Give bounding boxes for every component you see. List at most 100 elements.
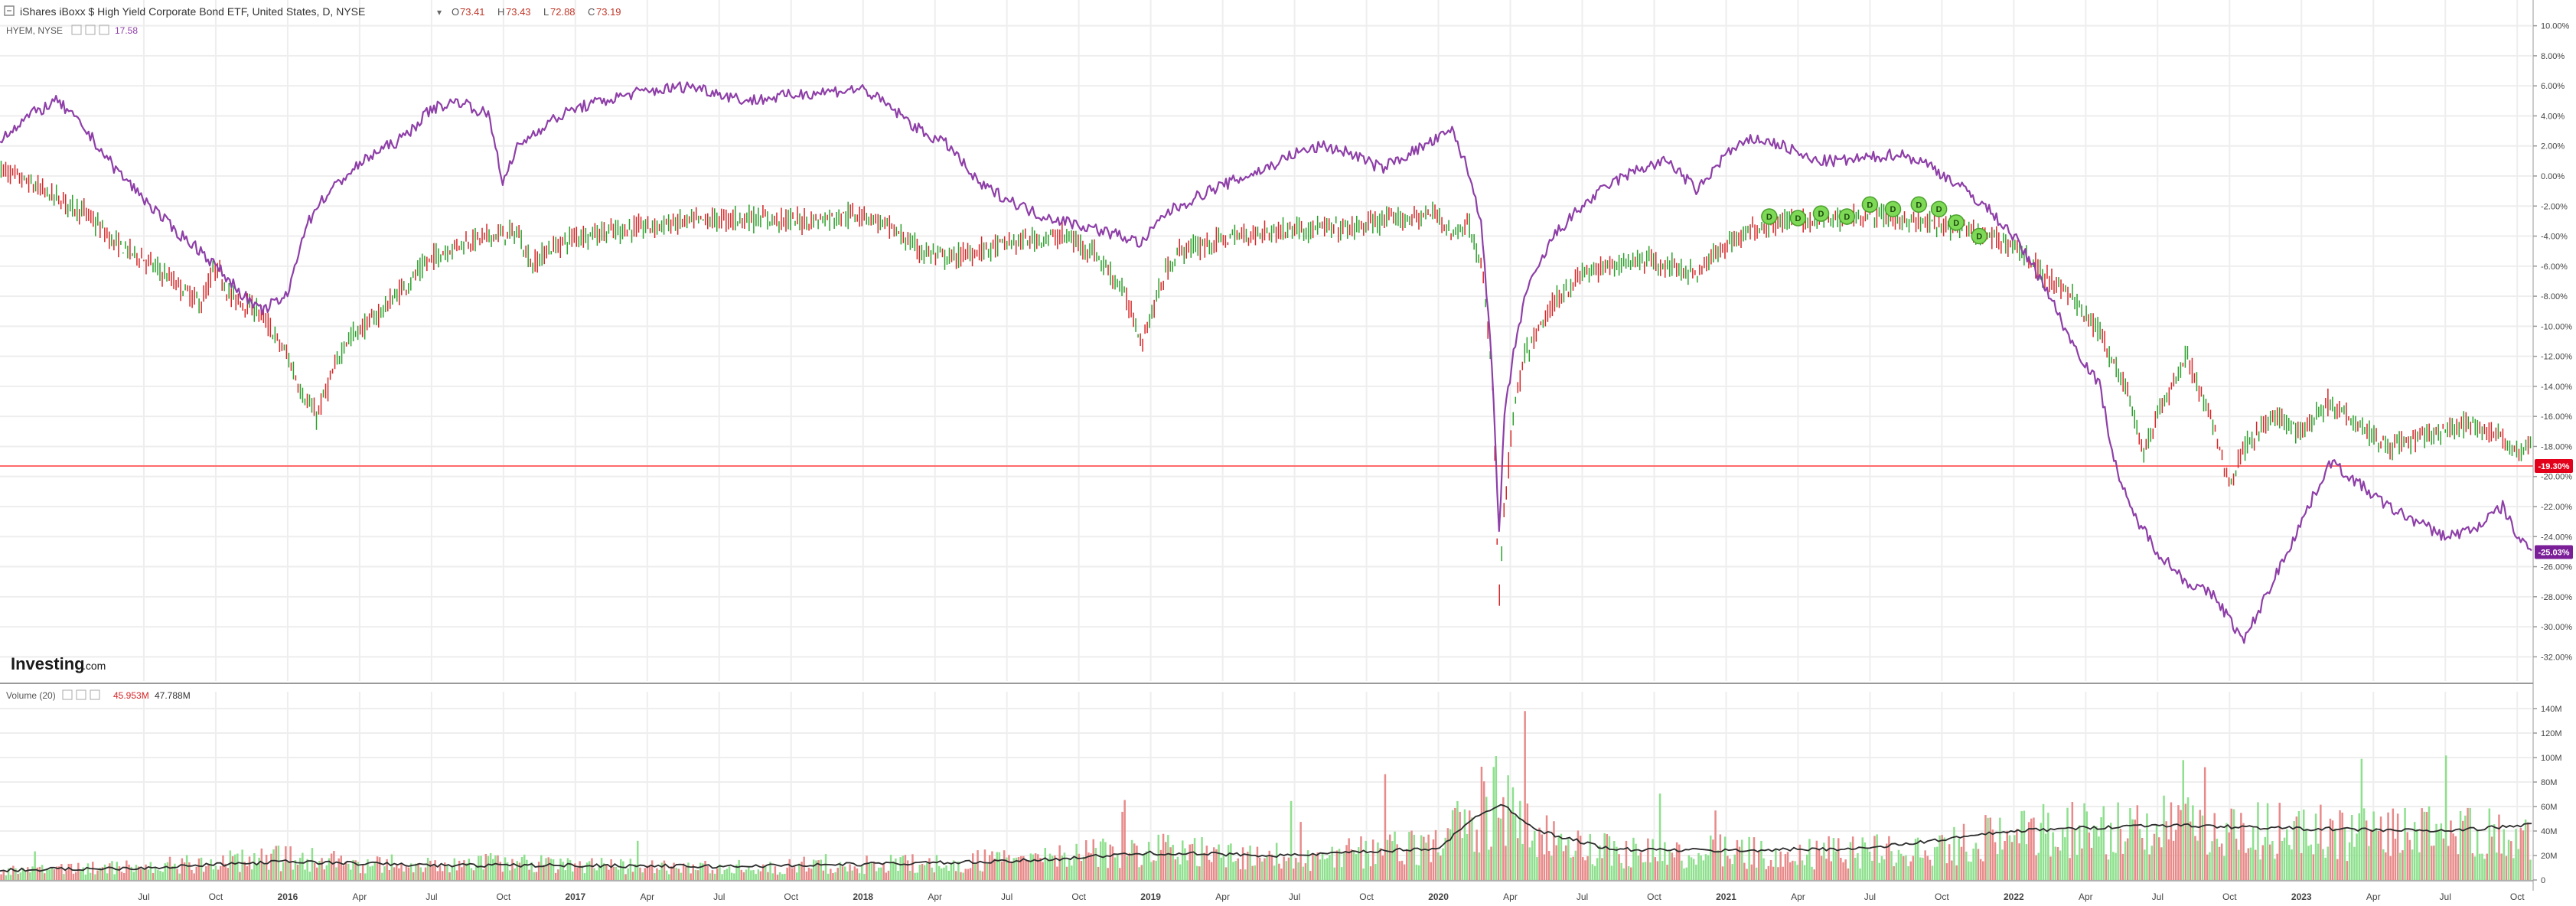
volume-bar: [2281, 841, 2284, 880]
volume-bar: [1519, 800, 1521, 880]
volume-bar: [2368, 846, 2370, 880]
volume-bar: [308, 872, 311, 880]
volume-bar: [1140, 865, 1143, 880]
volume-bar: [687, 862, 690, 880]
volume-bar: [231, 856, 234, 880]
volume-bar: [55, 866, 58, 880]
volume-bar: [1391, 841, 1394, 880]
volume-bar: [591, 858, 593, 880]
compare-value: 17.58: [115, 25, 138, 36]
time-axis-tick-label: Apr: [640, 891, 654, 902]
eye-icon[interactable]: [71, 24, 82, 35]
volume-bar: [84, 874, 87, 880]
minus-box-icon[interactable]: [4, 5, 15, 16]
volume-bar: [627, 868, 629, 880]
volume-bar: [2360, 758, 2363, 880]
volume-bar: [1488, 849, 1490, 880]
volume-bar: [2303, 809, 2305, 880]
volume-bar: [1531, 840, 1534, 880]
volume-bar: [699, 862, 702, 880]
volume-bar: [1312, 853, 1314, 880]
volume-bar: [1955, 865, 1958, 880]
volume-bar: [2240, 813, 2242, 880]
volume-bar: [598, 865, 601, 880]
volume-bar: [702, 863, 704, 880]
volume-bar: [2411, 849, 2414, 880]
volume-bar: [1432, 839, 1435, 880]
open-value: 73.41: [460, 6, 485, 18]
volume-bar: [658, 869, 660, 880]
volume-bar: [1239, 869, 1242, 880]
time-axis-tick-label: 2021: [1716, 891, 1736, 902]
volume-bar: [2271, 841, 2274, 880]
volume-bar: [1606, 834, 1608, 880]
volume-bar: [328, 858, 331, 880]
volume-bar: [388, 870, 390, 880]
volume-bar: [1172, 845, 1174, 880]
volume-bar: [12, 865, 15, 880]
volume-bar: [1572, 856, 1574, 880]
volume-bar: [887, 870, 890, 880]
volume-bar: [1620, 862, 1622, 880]
volume-bar: [1505, 846, 1507, 880]
volume-bar: [1213, 847, 1215, 880]
settings-icon[interactable]: [76, 689, 86, 700]
volume-bar: [1333, 867, 1335, 880]
volume-bar: [325, 865, 328, 880]
volume-bar: [1635, 843, 1637, 880]
volume-bar: [704, 861, 706, 880]
volume-bar: [1044, 848, 1046, 880]
volume-bar: [1073, 858, 1075, 880]
close-icon[interactable]: [90, 689, 100, 700]
volume-bar: [212, 869, 215, 880]
volume-bar: [2071, 802, 2074, 880]
volume-bar: [1714, 810, 1717, 880]
volume-bar: [472, 870, 475, 880]
volume-bar: [1358, 847, 1360, 880]
volume-bar: [311, 848, 314, 880]
volume-bar: [96, 870, 99, 880]
eye-icon[interactable]: [62, 689, 73, 700]
volume-bar: [1996, 854, 1999, 880]
volume-bar: [393, 867, 396, 880]
volume-bar: [1306, 850, 1309, 880]
volume-bar: [1543, 854, 1546, 880]
volume-bar: [1765, 869, 1767, 880]
volume-bar: [1729, 859, 1731, 880]
volume-bar: [820, 859, 822, 880]
volume-bar: [2462, 820, 2464, 880]
volume-bar: [1102, 838, 1104, 880]
volume-axis-tick-label: 0: [2541, 876, 2545, 885]
volume-bar: [415, 863, 417, 880]
volume-bar: [2464, 815, 2467, 880]
time-axis-tick-label: 2023: [2291, 891, 2312, 902]
volume-bar: [2387, 812, 2389, 880]
volume-bar: [1022, 855, 1025, 880]
volume-bar: [1943, 837, 1946, 880]
volume-bar: [2493, 824, 2496, 880]
volume-bar: [899, 857, 902, 880]
volume-bar: [2467, 807, 2469, 880]
volume-bar: [44, 873, 46, 880]
volume-bar: [2479, 853, 2481, 880]
volume-bar: [2431, 846, 2433, 880]
volume-bar: [484, 854, 487, 880]
settings-icon[interactable]: [85, 24, 96, 35]
volume-bar: [1712, 839, 1714, 880]
volume-bar: [2245, 852, 2247, 880]
volume-bar: [2317, 843, 2320, 880]
volume-bar: [1473, 852, 1475, 880]
chevron-down-icon[interactable]: ▾: [437, 7, 442, 18]
close-icon[interactable]: [99, 24, 109, 35]
volume-bar: [2312, 854, 2315, 880]
volume-bar: [2025, 844, 2028, 880]
volume-bar: [1241, 847, 1244, 880]
volume-bar: [344, 861, 347, 880]
volume-bar: [1888, 836, 1890, 880]
volume-bar: [2247, 848, 2250, 880]
volume-bar: [67, 863, 70, 880]
volume-bar: [1603, 833, 1606, 880]
volume-bar: [945, 865, 947, 880]
volume-bar: [2435, 823, 2437, 880]
